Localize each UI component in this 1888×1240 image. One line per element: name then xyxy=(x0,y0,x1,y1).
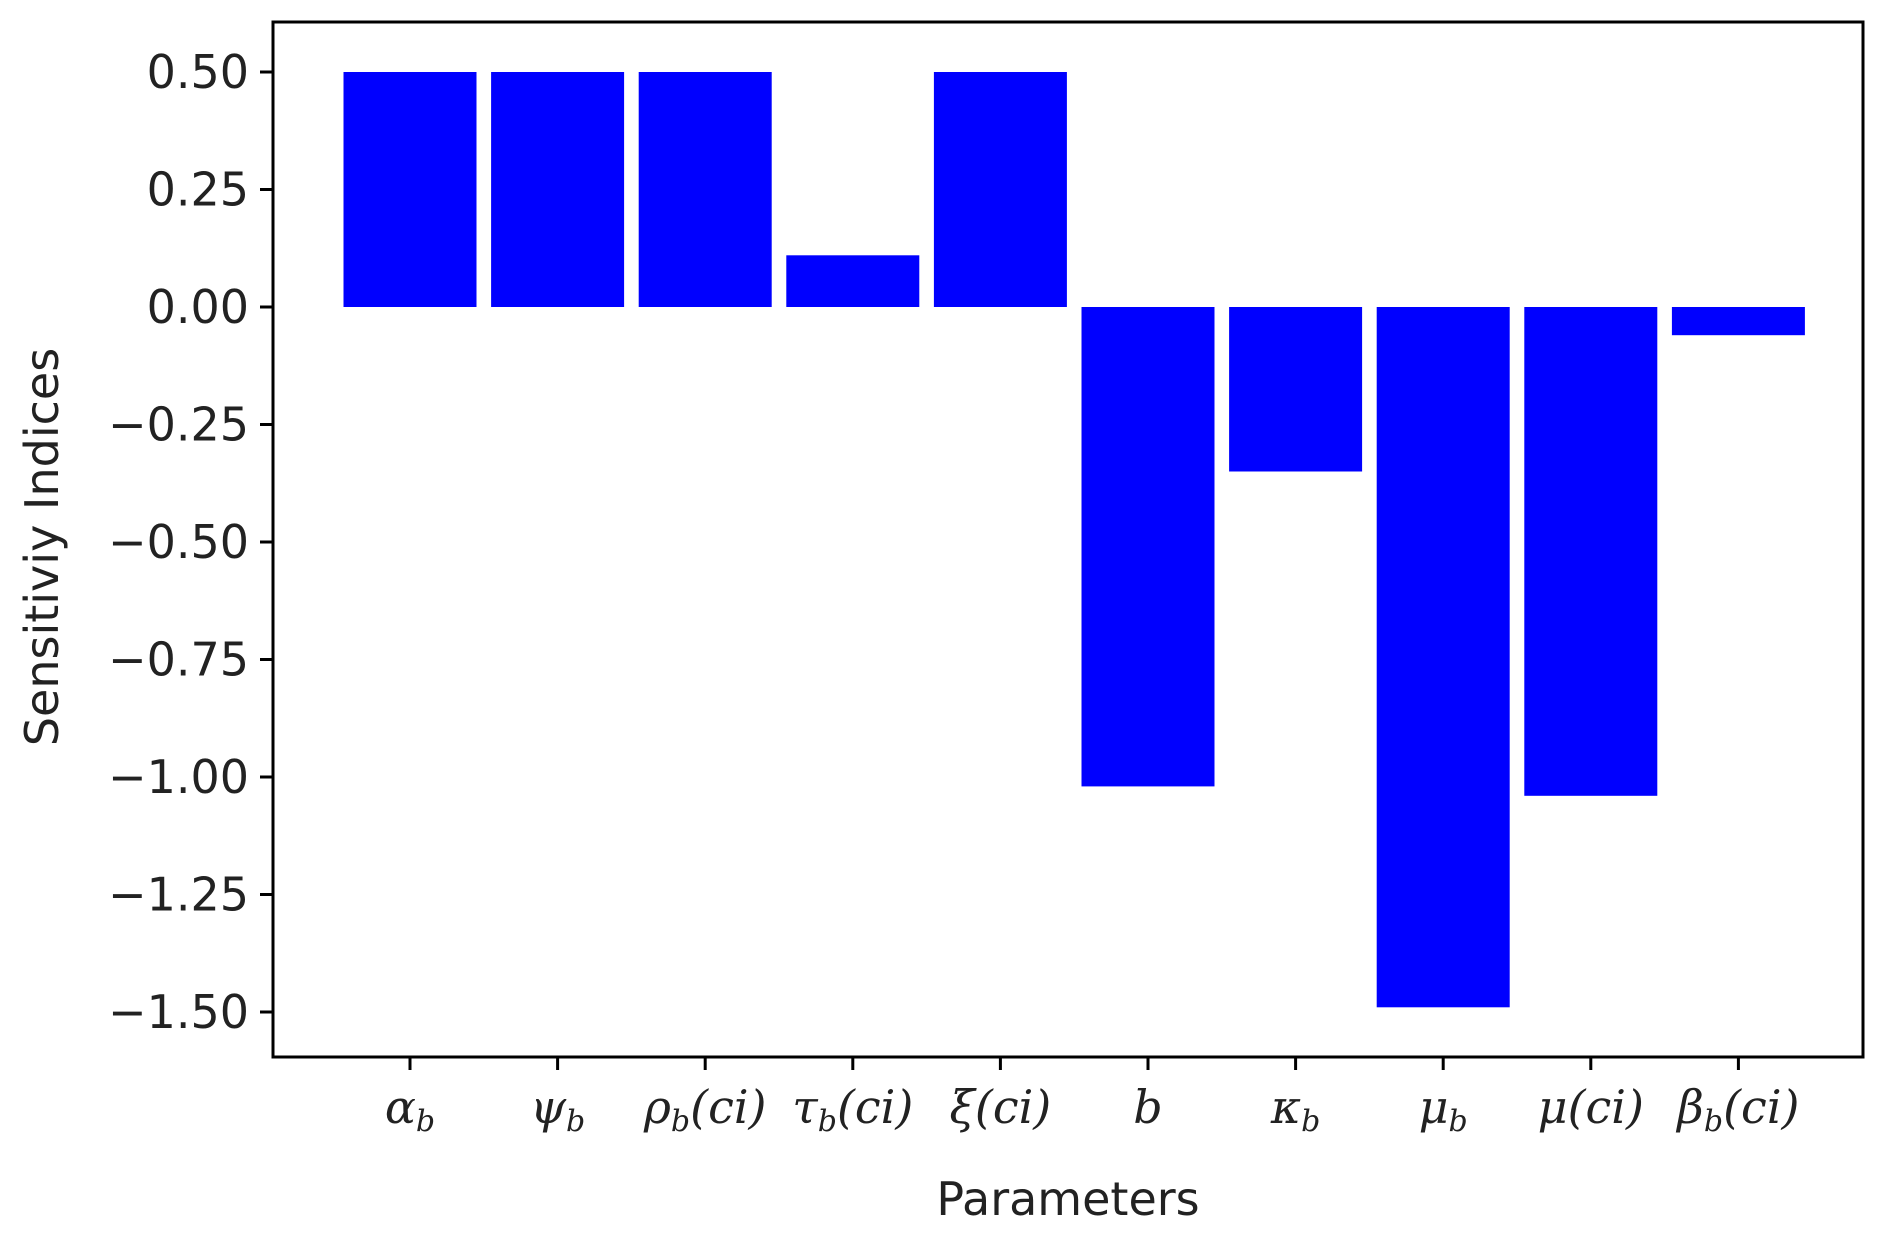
x-tick-label: ξ(ci) xyxy=(950,1080,1052,1134)
y-axis: 0.50 0.25 0.00 −0.25 −0.50 −0.75 −1.00 −1.25 −1.… xyxy=(108,45,273,1039)
bar-2 xyxy=(638,72,772,307)
y-axis-title: Sensitiviy Indices xyxy=(15,348,69,746)
bar-3 xyxy=(786,255,920,307)
bar-4 xyxy=(933,72,1067,307)
y-tick-label: −0.50 xyxy=(108,515,249,569)
x-axis-title: Parameters xyxy=(936,1172,1199,1226)
x-axis: αb ψb ρb(ci) τb(ci) ξ(ci) b κb μb μ(ci) βb(ci) xyxy=(385,1057,1799,1139)
y-tick-label: −1.25 xyxy=(108,868,249,922)
bar-0 xyxy=(343,72,477,307)
bar-8 xyxy=(1524,307,1658,796)
x-tick-label: τb(ci) xyxy=(792,1080,913,1139)
y-tick-label: 0.00 xyxy=(147,280,249,334)
y-tick-label: 0.25 xyxy=(147,163,249,217)
bar-5 xyxy=(1081,307,1215,787)
x-tick-label: ρb(ci) xyxy=(643,1080,767,1139)
y-tick-label: 0.50 xyxy=(147,45,249,99)
plot-frame xyxy=(271,20,1865,1059)
x-tick-label: b xyxy=(1133,1080,1162,1134)
y-tick-label: −1.50 xyxy=(108,985,249,1039)
x-tick-label: βb(ci) xyxy=(1675,1080,1799,1139)
x-tick-label: ψb xyxy=(530,1080,585,1139)
x-tick-label: μ(ci) xyxy=(1538,1080,1644,1134)
bar-7 xyxy=(1376,307,1510,1008)
bar-1 xyxy=(491,72,625,307)
y-tick-label: −0.25 xyxy=(108,398,249,452)
bar-9 xyxy=(1671,307,1805,336)
y-tick-label: −1.00 xyxy=(108,750,249,804)
x-tick-label: αb xyxy=(385,1080,435,1139)
x-tick-label: μb xyxy=(1419,1080,1468,1139)
bars-group xyxy=(343,72,1805,1008)
bar-6 xyxy=(1229,307,1363,472)
y-tick-label: −0.75 xyxy=(108,633,249,687)
x-tick-label: κb xyxy=(1270,1080,1320,1139)
